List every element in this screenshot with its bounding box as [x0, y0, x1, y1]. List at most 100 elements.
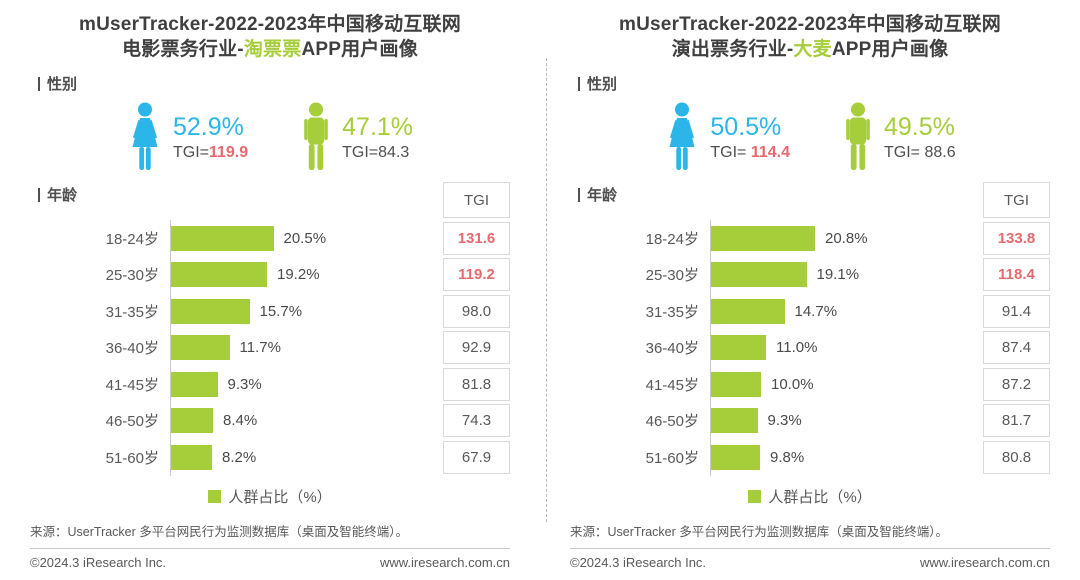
female-tgi-value: 114.4 — [750, 144, 790, 161]
female-icon — [669, 102, 695, 170]
title-prefix: 演出票务行业- — [671, 39, 794, 60]
bar — [171, 335, 230, 361]
age-row-31-35: 31-35岁 15.7% 98.0 — [30, 293, 510, 330]
bar — [171, 371, 218, 397]
panel-taopiaopiao: mUserTracker-2022-2023年中国移动互联网 电影票务行业-淘票… — [30, 12, 510, 572]
footer-divider — [30, 548, 510, 549]
copyright: ©2024.3 iResearch Inc. — [30, 555, 167, 570]
female-tgi-value: 119.9 — [208, 144, 249, 161]
age-row-41-45: 41-45岁 9.3% 81.8 — [30, 366, 510, 403]
age-row-31-35: 31-35岁 14.7% 91.4 — [570, 293, 1050, 330]
bar — [711, 335, 766, 361]
tgi-cell: 92.9 — [443, 331, 510, 365]
tgi-cell: 119.2 — [443, 258, 510, 292]
title-line1: mUserTracker-2022-2023年中国移动互联网 — [79, 14, 461, 35]
panel-bottom: 来源：UserTracker 多平台网民行为监测数据库（桌面及智能终端）。 ©2… — [30, 521, 510, 572]
age-row-46-50: 46-50岁 9.3% 81.7 — [570, 402, 1050, 439]
title-line1: mUserTracker-2022-2023年中国移动互联网 — [619, 14, 1001, 35]
female-percent: 52.9% — [172, 113, 244, 141]
website-link: www.iresearch.com.cn — [919, 555, 1050, 570]
gender-stats: 50.5% TGI= 114.4 49.5% — [570, 98, 1050, 182]
tgi-cell: 91.4 — [983, 294, 1050, 328]
male-stat: 47.1% TGI=84.3 — [300, 102, 413, 172]
age-row-46-50: 46-50岁 8.4% 74.3 — [30, 402, 510, 439]
bar — [711, 298, 785, 324]
age-row-25-30: 25-30岁 19.2% 119.2 — [30, 256, 510, 293]
panel-bottom: 来源：UserTracker 多平台网民行为监测数据库（桌面及智能终端）。 ©2… — [570, 521, 1050, 572]
footer: ©2024.3 iResearch Inc. www.iresearch.com… — [30, 555, 510, 572]
panel-title: mUserTracker-2022-2023年中国移动互联网 电影票务行业-淘票… — [30, 12, 510, 62]
age-row-41-45: 41-45岁 10.0% 87.2 — [570, 366, 1050, 403]
gender-section-label: 性别 — [38, 73, 510, 94]
male-tgi-value: 84.3 — [378, 144, 410, 161]
tgi-cell: 98.0 — [443, 294, 510, 328]
tgi-cell: 80.8 — [983, 440, 1050, 474]
female-percent: 50.5% — [710, 113, 782, 141]
age-row-51-60: 51-60岁 8.2% 67.9 — [30, 439, 510, 476]
age-section-header: 年龄 TGI — [30, 182, 510, 218]
bar — [711, 371, 761, 397]
section-marker — [578, 76, 580, 91]
age-section-label: 年龄 — [578, 184, 617, 205]
age-row-36-40: 36-40岁 11.0% 87.4 — [570, 329, 1050, 366]
footer: ©2024.3 iResearch Inc. www.iresearch.com… — [570, 555, 1050, 572]
bar — [171, 444, 212, 470]
bar — [171, 262, 267, 288]
source-note: 来源：UserTracker 多平台网民行为监测数据库（桌面及智能终端）。 — [570, 525, 949, 539]
male-percent: 49.5% — [884, 113, 955, 141]
legend-swatch — [208, 489, 222, 503]
tgi-cell: 74.3 — [443, 404, 510, 438]
section-marker — [578, 187, 580, 202]
bar — [711, 444, 760, 470]
tgi-cell: 133.8 — [983, 221, 1050, 255]
bar — [711, 408, 758, 434]
title-app-name: 大麦 — [793, 39, 832, 60]
female-tgi: TGI= 114.4 — [710, 144, 790, 161]
source-note: 来源：UserTracker 多平台网民行为监测数据库（桌面及智能终端）。 — [30, 525, 409, 539]
male-tgi: TGI=84.3 — [342, 144, 410, 161]
title-app-name: 淘票票 — [243, 39, 302, 60]
section-marker — [38, 187, 40, 202]
bar — [171, 225, 274, 251]
bar — [171, 408, 213, 434]
male-icon — [846, 102, 870, 170]
bar — [711, 225, 815, 251]
age-row-18-24: 18-24岁 20.8% 133.8 — [570, 220, 1050, 257]
male-percent: 47.1% — [342, 113, 414, 141]
age-row-18-24: 18-24岁 20.5% 131.6 — [30, 220, 510, 257]
legend-swatch — [748, 489, 762, 503]
female-tgi: TGI=119.9 — [172, 144, 249, 161]
title-suffix: APP用户画像 — [831, 39, 949, 60]
female-texts: 50.5% TGI= 114.4 — [710, 112, 790, 162]
website-link: www.iresearch.com.cn — [379, 555, 510, 570]
age-row-36-40: 36-40岁 11.7% 92.9 — [30, 329, 510, 366]
male-tgi-value: 88.6 — [924, 144, 956, 161]
tgi-cell: 67.9 — [443, 440, 510, 474]
footer-divider — [570, 548, 1050, 549]
age-section-header: 年龄 TGI — [570, 182, 1050, 218]
bar — [171, 298, 250, 324]
bar — [711, 262, 807, 288]
panel-damai: mUserTracker-2022-2023年中国移动互联网 演出票务行业-大麦… — [540, 0, 1080, 580]
chart-legend: 人群占比（%） — [570, 486, 1050, 507]
section-marker — [38, 76, 40, 91]
age-section-label: 年龄 — [38, 184, 77, 205]
tgi-cell: 81.7 — [983, 404, 1050, 438]
gender-section-label: 性别 — [578, 73, 1050, 94]
female-stat: 52.9% TGI=119.9 — [127, 102, 248, 172]
age-bar-chart: 18-24岁 20.8% 133.8 25-30岁 19.1% 118.4 31… — [570, 220, 1050, 476]
tgi-column-header: TGI — [443, 182, 510, 218]
panel-title: mUserTracker-2022-2023年中国移动互联网 演出票务行业-大麦… — [570, 12, 1050, 62]
tgi-cell: 81.8 — [443, 367, 510, 401]
age-bar-chart: 18-24岁 20.5% 131.6 25-30岁 19.2% 119.2 31… — [30, 220, 510, 476]
title-suffix: APP用户画像 — [301, 39, 418, 60]
female-texts: 52.9% TGI=119.9 — [173, 112, 248, 162]
age-row-51-60: 51-60岁 9.8% 80.8 — [570, 439, 1050, 476]
title-prefix: 电影票务行业- — [122, 39, 244, 60]
tgi-cell: 131.6 — [443, 221, 510, 255]
copyright: ©2024.3 iResearch Inc. — [570, 555, 707, 570]
female-icon — [132, 102, 158, 170]
tgi-cell: 87.2 — [983, 367, 1050, 401]
age-row-25-30: 25-30岁 19.1% 118.4 — [570, 256, 1050, 293]
